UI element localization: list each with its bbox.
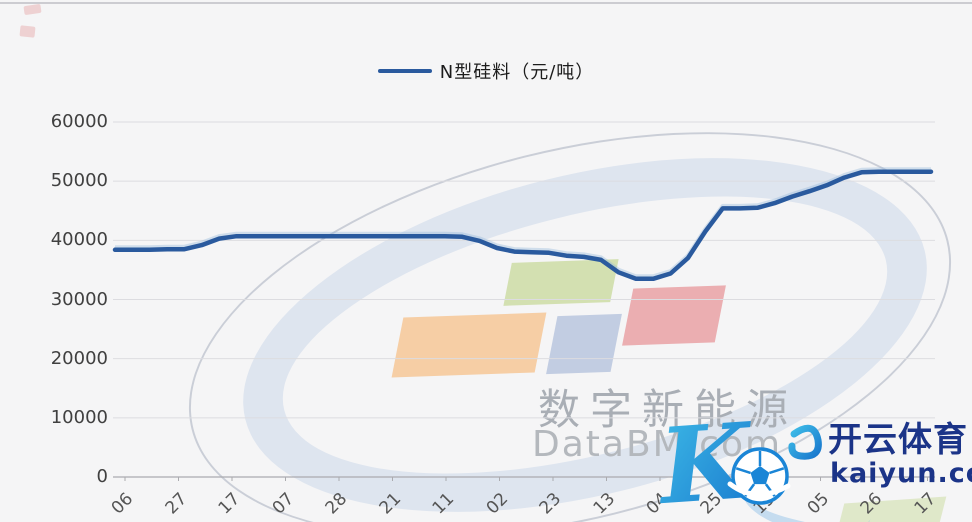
y-tick-label: 20000 — [50, 347, 108, 369]
y-tick-label: 30000 — [50, 288, 108, 310]
legend-line-swatch — [377, 69, 432, 73]
watermark-brand-chinese: 数字新能源 — [538, 385, 799, 434]
y-tick-label: 0 — [96, 466, 108, 487]
kaiyun-brand-name: 开云体育 — [828, 420, 968, 460]
chart-legend: N型硅料（元/吨） — [0, 58, 972, 84]
top-border-line — [0, 2, 972, 4]
y-tick-label: 40000 — [50, 229, 108, 251]
red-stamp-mark — [19, 25, 36, 38]
kaiyun-k-icon: K — [656, 406, 822, 520]
y-tick-label: 10000 — [50, 406, 108, 428]
y-tick-label: 60000 — [50, 111, 108, 132]
kaiyun-domain-text: kaiyun.com — [830, 458, 972, 489]
y-tick-label: 50000 — [50, 170, 108, 192]
soccer-ball-icon — [727, 447, 791, 505]
legend-series-label: N型硅料（元/吨） — [439, 62, 595, 83]
kaiyun-watermark-logo: K 开云体育 kaiyun.com — [656, 402, 972, 522]
